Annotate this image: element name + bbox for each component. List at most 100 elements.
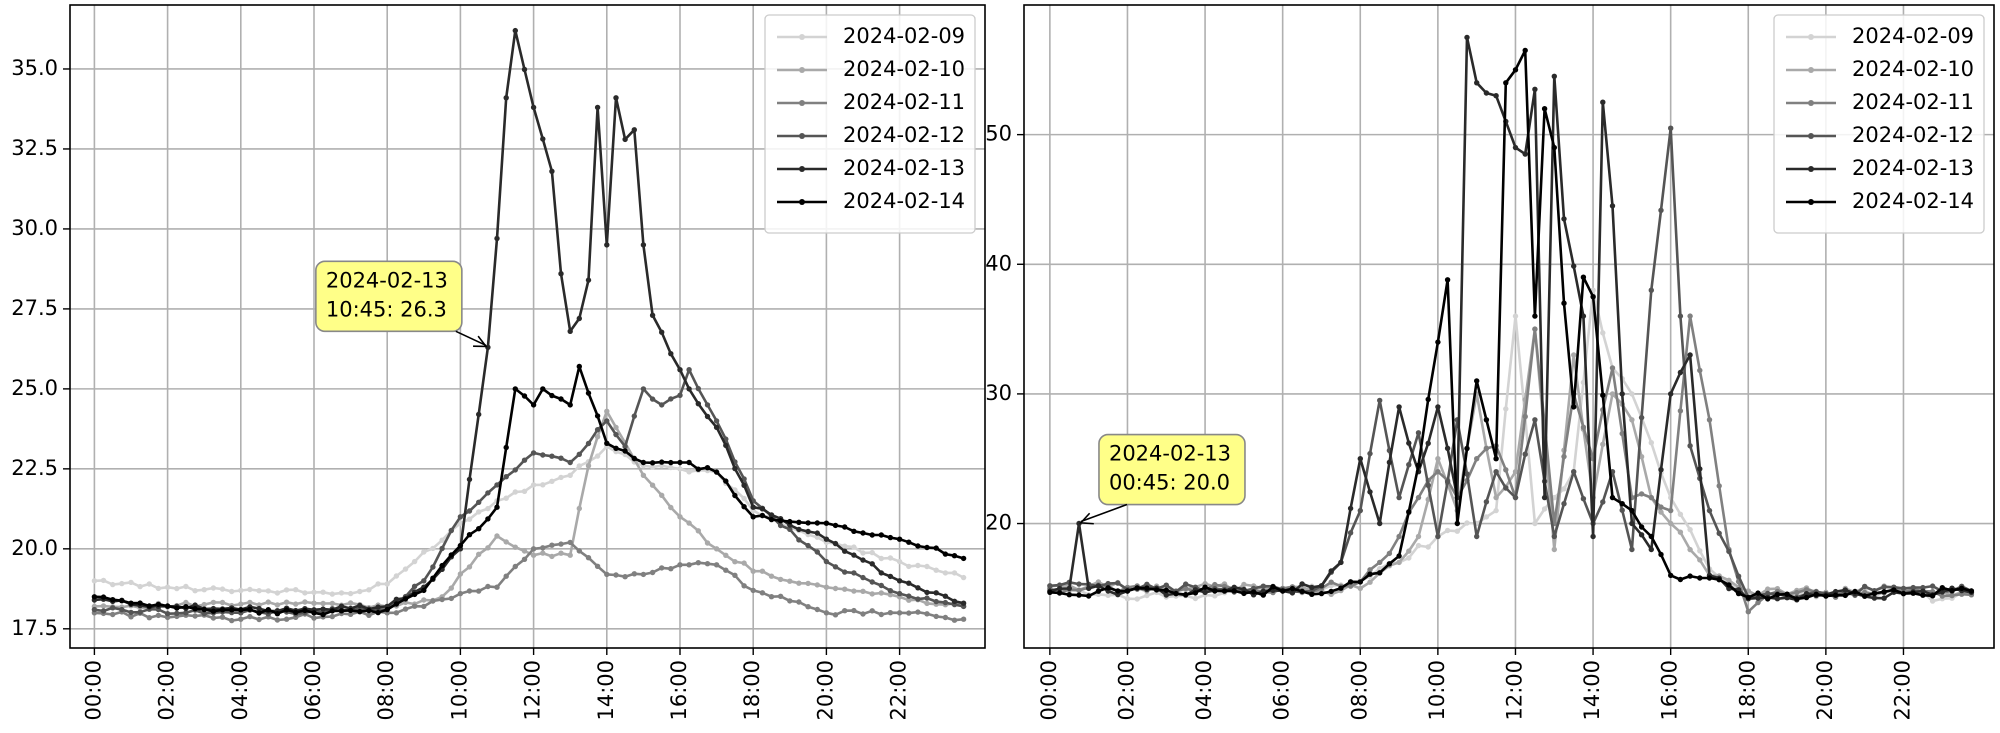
data-point	[942, 599, 949, 606]
data-point	[1697, 548, 1703, 554]
data-point	[128, 609, 134, 616]
data-point	[476, 526, 482, 532]
data-point	[512, 544, 518, 550]
x-tick-label: 10:00	[447, 660, 471, 721]
data-point	[201, 601, 207, 608]
data-point	[576, 463, 582, 469]
data-point	[1755, 599, 1761, 606]
data-point	[704, 413, 711, 420]
data-point	[805, 604, 811, 610]
data-point	[1522, 451, 1528, 457]
data-point	[357, 602, 363, 609]
data-point	[1086, 585, 1092, 592]
data-point	[466, 508, 473, 514]
data-point	[814, 549, 820, 555]
legend-marker	[799, 34, 805, 40]
data-point	[549, 553, 555, 560]
data-point	[430, 575, 436, 581]
data-point	[430, 564, 436, 570]
data-point	[1532, 417, 1538, 423]
data-point	[613, 572, 619, 578]
data-point	[1949, 587, 1955, 594]
data-point	[878, 570, 884, 576]
data-point	[1629, 546, 1635, 553]
data-point	[723, 478, 729, 484]
annotation-line2: 00:45: 20.0	[1109, 471, 1230, 495]
data-point	[1299, 588, 1305, 595]
data-point	[1483, 417, 1490, 423]
data-point	[476, 411, 482, 418]
data-point	[347, 590, 354, 597]
data-point	[512, 467, 518, 473]
data-point	[329, 591, 335, 597]
data-point	[896, 590, 903, 597]
data-point	[942, 570, 949, 576]
data-point	[1280, 588, 1286, 594]
data-point	[283, 587, 290, 593]
data-point	[320, 606, 326, 612]
data-point	[311, 615, 317, 621]
data-point	[668, 396, 674, 402]
data-point	[823, 536, 830, 542]
y-tick-label: 30.0	[11, 216, 58, 240]
y-tick-label: 32.5	[11, 136, 58, 160]
data-point	[155, 601, 162, 608]
data-point	[677, 514, 683, 520]
data-point	[1561, 486, 1567, 492]
data-point	[933, 613, 939, 620]
data-point	[1561, 453, 1567, 460]
data-point	[485, 545, 491, 551]
data-point	[1697, 367, 1703, 374]
data-point	[576, 363, 582, 370]
data-point	[695, 466, 701, 472]
data-point	[869, 549, 875, 556]
data-point	[1571, 404, 1577, 410]
data-point	[1580, 313, 1587, 319]
data-point	[869, 561, 875, 567]
data-point	[1784, 591, 1790, 597]
data-point	[1444, 277, 1451, 283]
data-point	[1076, 587, 1082, 593]
data-point	[704, 540, 711, 546]
data-point	[1522, 413, 1528, 420]
data-point	[1163, 592, 1170, 598]
x-tick-label: 04:00	[1192, 660, 1216, 721]
data-point	[896, 536, 903, 542]
data-point	[805, 542, 811, 549]
data-point	[713, 418, 720, 424]
data-point	[119, 580, 125, 587]
data-point	[485, 490, 491, 496]
data-point	[1192, 590, 1199, 596]
data-point	[1726, 548, 1732, 555]
data-point	[1289, 585, 1296, 592]
data-point	[723, 442, 729, 449]
data-point	[1609, 365, 1616, 371]
data-point	[805, 528, 811, 535]
data-point	[567, 472, 573, 478]
data-point	[411, 591, 418, 598]
data-point	[283, 607, 290, 613]
data-point	[256, 610, 262, 616]
data-point	[1493, 469, 1499, 475]
data-point	[1600, 392, 1606, 398]
data-point	[219, 607, 226, 613]
data-point	[1745, 609, 1752, 615]
data-point	[915, 543, 921, 549]
data-point	[860, 550, 866, 556]
data-point	[1561, 216, 1567, 222]
data-point	[1571, 263, 1577, 269]
data-point	[1503, 80, 1509, 86]
data-point	[1706, 417, 1713, 423]
data-point	[549, 453, 555, 459]
legend-label: 2024-02-12	[1852, 123, 1974, 147]
data-point	[457, 520, 464, 526]
data-point	[1755, 595, 1761, 601]
annotation-arrow	[455, 330, 487, 347]
y-tick-label: 25.0	[11, 376, 58, 400]
data-point	[494, 533, 500, 539]
data-point	[631, 455, 637, 462]
data-point	[677, 562, 683, 568]
data-point	[503, 444, 509, 451]
data-point	[832, 564, 839, 570]
